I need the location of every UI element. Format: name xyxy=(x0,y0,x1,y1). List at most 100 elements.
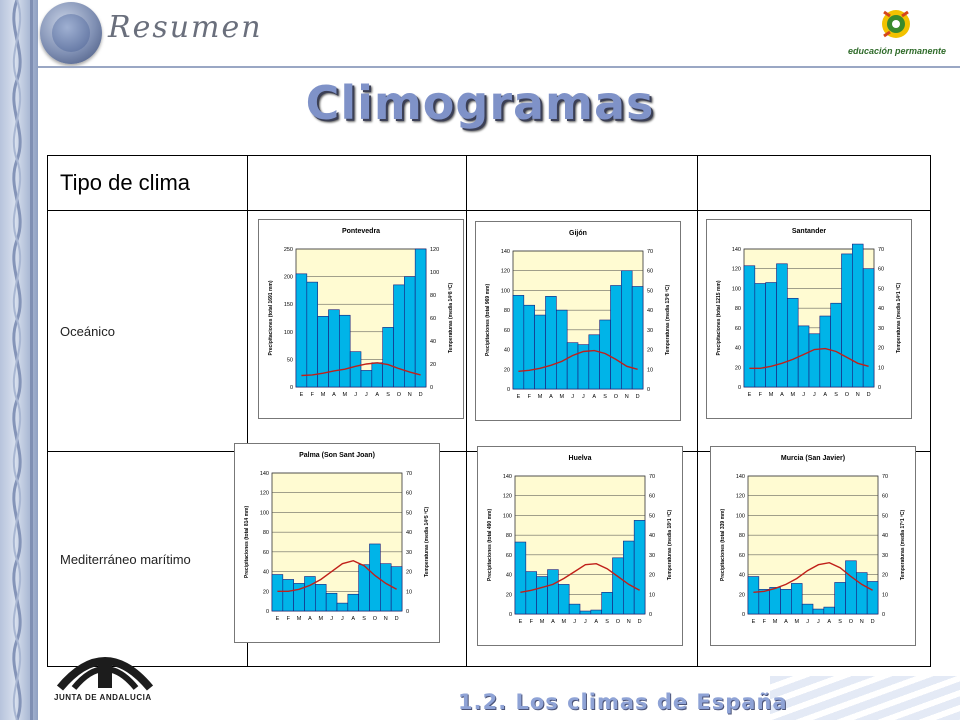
y2-tick-label: 100 xyxy=(430,270,439,276)
x-tick-label: A xyxy=(375,392,379,398)
y2-tick-label: 0 xyxy=(406,609,409,615)
y-tick-label: 20 xyxy=(735,365,741,371)
y2-tick-label: 60 xyxy=(406,491,412,497)
y-tick-label: 80 xyxy=(739,533,745,539)
y2-tick-label: 40 xyxy=(882,533,888,539)
chart-title: Pontevedra xyxy=(342,228,380,235)
precipitation-bar xyxy=(360,370,373,388)
x-tick-label: N xyxy=(408,392,412,398)
y-tick-label: 40 xyxy=(506,573,512,579)
chart-cell: Murcia (San Javier) 0 20 40 60 80 100 120 140 0 10… xyxy=(697,446,931,667)
y-tick-label: 120 xyxy=(503,494,512,500)
x-tick-label: M xyxy=(791,392,796,398)
x-tick-label: E xyxy=(275,616,279,622)
climograph-santander: Santander 0 20 40 60 80 100 120 140 0 10 20 30 40 50 60… xyxy=(706,219,913,424)
y2-tick-label: 0 xyxy=(878,385,881,391)
x-tick-label: S xyxy=(835,392,839,398)
y2-tick-label: 70 xyxy=(647,249,653,255)
x-tick-label: A xyxy=(594,619,598,625)
x-tick-label: A xyxy=(824,392,828,398)
y2-tick-label: 60 xyxy=(649,494,655,500)
x-tick-label: F xyxy=(310,392,314,398)
precipitation-bar xyxy=(525,571,537,615)
x-tick-label: N xyxy=(856,392,860,398)
chart-cell: Palma (Son Sant Joan) 0 20 40 60 80 100 120 140 0… xyxy=(233,443,467,667)
x-tick-label: M xyxy=(318,616,323,622)
y-tick-label: 0 xyxy=(290,385,293,391)
precipitation-bar xyxy=(393,284,405,388)
x-tick-label: J xyxy=(803,392,806,398)
precipitation-bar xyxy=(579,610,591,615)
y2-tick-label: 30 xyxy=(406,550,412,556)
table-header-cell xyxy=(465,155,699,211)
x-tick-label: A xyxy=(308,616,312,622)
precipitation-bar xyxy=(791,583,803,615)
y2-tick-label: 0 xyxy=(430,385,433,391)
precipitation-bar xyxy=(841,253,854,388)
y2-tick-label: 30 xyxy=(882,553,888,559)
precipitation-bar xyxy=(809,333,821,388)
temperature-line xyxy=(518,349,638,372)
precipitation-bar xyxy=(802,603,814,615)
precipitation-bar xyxy=(566,342,579,390)
x-tick-label: F xyxy=(759,392,763,398)
chart-title: Palma (Son Sant Joan) xyxy=(299,452,375,459)
climograph-svg: Santander 0 20 40 60 80 100 120 140 0 10 20 30 40 50 60… xyxy=(706,219,913,419)
precipitation-bar xyxy=(314,584,327,612)
chart-cell: Santander 0 20 40 60 80 100 120 140 0 10 20 30 40 50 60… xyxy=(697,210,931,452)
x-tick-label: A xyxy=(592,394,596,400)
y-axis-label: Precipitaciones (total 339 mm) xyxy=(720,509,726,582)
y-tick-label: 120 xyxy=(732,267,741,273)
y-tick-label: 250 xyxy=(284,247,293,253)
climograph-svg: Huelva 0 20 40 60 80 100 120 140 0 10 20 30 40 50 60 70 E… xyxy=(476,446,683,646)
y-axis-label: Precipitaciones (total 814 mm) xyxy=(244,506,250,579)
y-axis-label: Precipitaciones (total 969 mm) xyxy=(485,284,491,357)
y2-tick-label: 50 xyxy=(882,513,888,519)
x-tick-label: S xyxy=(839,619,843,625)
chart-cell: Gijón 0 20 40 60 80 100 120 140 0 10 20 30 40 50 60 70 E F… xyxy=(465,210,699,452)
precipitation-bar xyxy=(863,268,875,388)
x-tick-label: M xyxy=(321,392,326,398)
precipitation-bar xyxy=(304,576,316,612)
y2-tick-label: 50 xyxy=(406,510,412,516)
precipitation-bar xyxy=(776,263,789,388)
y2-tick-label: 50 xyxy=(647,288,653,294)
y2-tick-label: 70 xyxy=(649,474,655,480)
precipitation-bar xyxy=(754,283,767,388)
x-tick-label: O xyxy=(397,392,402,398)
climograph-gijon: Gijón 0 20 40 60 80 100 120 140 0 10 20 30 40 50 60 70 E F… xyxy=(474,221,681,426)
y2-axis-label: Temperaturas (media 14º8 ºC) xyxy=(448,283,454,354)
header-divider xyxy=(38,66,960,68)
precipitation-bar xyxy=(514,541,526,615)
junta-andalucia-logo-icon xyxy=(56,657,154,691)
y-tick-label: 140 xyxy=(736,474,745,480)
x-tick-label: A xyxy=(332,392,336,398)
y-tick-label: 80 xyxy=(263,530,269,536)
precipitation-bar xyxy=(758,589,771,615)
y-tick-label: 100 xyxy=(736,513,745,519)
x-tick-label: M xyxy=(342,392,347,398)
y2-axis-label: Temperaturas (media 17º1 ºC) xyxy=(900,510,906,581)
page-title: Climogramas xyxy=(305,76,655,130)
x-tick-label: D xyxy=(635,394,639,400)
y-tick-label: 20 xyxy=(739,592,745,598)
x-tick-label: J xyxy=(571,394,574,400)
chart-cell: Pontevedra 0 50 100 150 200 250 0 20 40 60 80 100 120… xyxy=(246,210,467,452)
y2-tick-label: 30 xyxy=(647,328,653,334)
x-tick-label: D xyxy=(867,392,871,398)
precipitation-bar xyxy=(336,602,349,612)
x-tick-label: J xyxy=(582,394,585,400)
y2-axis-label: Temperaturas (media 13º8 ºC) xyxy=(665,285,671,356)
x-tick-label: E xyxy=(518,619,522,625)
precipitation-bar xyxy=(830,302,843,388)
x-tick-label: N xyxy=(860,619,864,625)
y-tick-label: 100 xyxy=(260,510,269,516)
y2-tick-label: 10 xyxy=(878,365,884,371)
x-tick-label: D xyxy=(871,619,875,625)
x-tick-label: F xyxy=(286,616,290,622)
y-tick-label: 20 xyxy=(506,592,512,598)
y-tick-label: 20 xyxy=(263,589,269,595)
y2-tick-label: 0 xyxy=(647,387,650,393)
x-tick-label: N xyxy=(627,619,631,625)
y-tick-label: 40 xyxy=(263,570,269,576)
